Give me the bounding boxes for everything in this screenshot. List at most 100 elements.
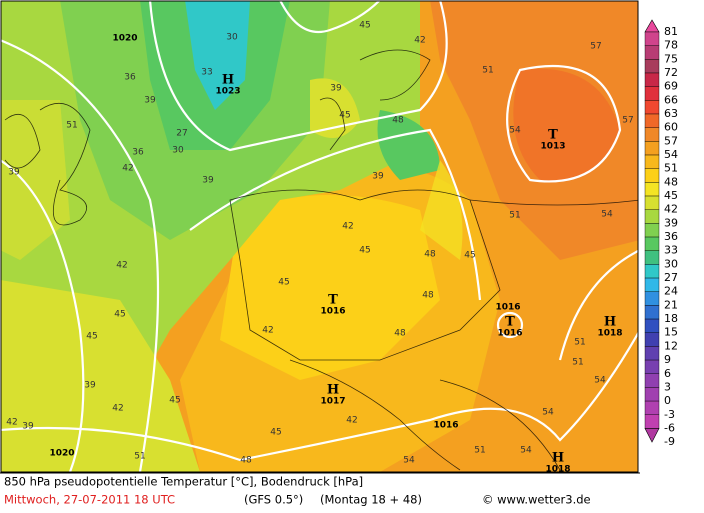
pressure-value: 1016	[320, 307, 345, 317]
isotherm-label: 54	[509, 126, 521, 136]
pressure-symbol: H	[604, 315, 616, 330]
pressure-value: 1016	[433, 421, 458, 431]
colorbar-swatch	[644, 346, 660, 361]
colorbar-swatch	[644, 318, 660, 333]
pressure-symbol: H	[552, 451, 564, 466]
colorbar-swatch	[644, 141, 660, 156]
colorbar-arrow	[644, 428, 660, 443]
colorbar-label: 18	[664, 312, 678, 325]
isotherm-label: 54	[601, 210, 613, 220]
isotherm-label: 48	[424, 250, 436, 260]
colorbar-label: 66	[664, 93, 678, 106]
isotherm-label: 42	[112, 404, 123, 414]
colorbar-label: 51	[664, 162, 678, 175]
isotherm-label: 39	[22, 422, 34, 432]
colorbar-swatch	[644, 72, 660, 87]
isotherm-label: 51	[572, 358, 583, 368]
colorbar-label: 0	[664, 394, 671, 407]
isotherm-label: 39	[144, 96, 156, 106]
colorbar-label: 6	[664, 367, 671, 380]
colorbar-swatch	[644, 195, 660, 210]
colorbar-swatch	[644, 154, 660, 169]
colorbar-swatch	[644, 277, 660, 292]
isotherm-label: 45	[169, 396, 180, 406]
isotherm-label: 54	[403, 456, 415, 466]
isotherm-label: 51	[574, 338, 585, 348]
colorbar-swatch	[644, 359, 660, 374]
isotherm-label: 48	[240, 456, 252, 466]
colorbar-label: 75	[664, 52, 678, 65]
colorbar-swatch	[644, 45, 660, 60]
pressure-value: 1018	[597, 329, 622, 339]
isotherm-label: 42	[346, 416, 357, 426]
pressure-value: 1016	[497, 329, 522, 339]
colorbar-label: 54	[664, 148, 678, 161]
colorbar-label: 21	[664, 298, 678, 311]
isotherm-label: 39	[84, 381, 96, 391]
isotherm-label: 51	[482, 66, 493, 76]
isotherm-label: 39	[202, 176, 214, 186]
isotherm-label: 42	[342, 222, 353, 232]
isotherm-label: 45	[114, 310, 125, 320]
colorbar-label: -9	[664, 435, 675, 448]
colorbar-swatch	[644, 100, 660, 115]
isotherm-label: 39	[372, 172, 384, 182]
colorbar-label: 63	[664, 107, 678, 120]
colorbar-label: 69	[664, 80, 678, 93]
isotherm-label: 54	[594, 376, 606, 386]
colorbar-label: 36	[664, 230, 678, 243]
colorbar-label: 81	[664, 25, 678, 38]
isotherm-label: 45	[339, 111, 350, 121]
pressure-value: 1018	[545, 465, 570, 475]
colorbar-swatch	[644, 86, 660, 101]
colorbar-swatch	[644, 291, 660, 306]
isotherm-label: 48	[392, 116, 404, 126]
colorbar-label: 45	[664, 189, 678, 202]
footer-model: (GFS 0.5°)	[244, 493, 303, 507]
colorbar-swatch	[644, 127, 660, 142]
map-field	[1, 1, 638, 472]
isotherm-label: 30	[172, 146, 184, 156]
isotherm-label: 57	[622, 116, 633, 126]
colorbar-swatch	[644, 332, 660, 347]
colorbar-swatch	[644, 209, 660, 224]
pressure-value: 1020	[112, 34, 137, 44]
footer-title: 850 hPa pseudopotentielle Temperatur [°C…	[4, 475, 363, 489]
isotherm-label: 54	[542, 408, 554, 418]
map-frame	[0, 0, 639, 473]
colorbar-label: 39	[664, 216, 678, 229]
colorbar-swatch	[644, 31, 660, 46]
isotherm-label: 30	[226, 33, 238, 43]
colorbar-label: 24	[664, 285, 678, 298]
colorbar-label: 30	[664, 257, 678, 270]
pressure-value: 1023	[215, 87, 240, 97]
isotherm-label: 45	[86, 332, 97, 342]
colorbar-label: 15	[664, 326, 678, 339]
isotherm-label: 57	[590, 42, 601, 52]
isotherm-label: 45	[278, 278, 289, 288]
colorbar-label: 27	[664, 271, 678, 284]
colorbar-swatch	[644, 387, 660, 402]
isotherm-label: 42	[122, 164, 133, 174]
isotherm-label: 27	[176, 129, 187, 139]
isotherm-label: 42	[116, 261, 127, 271]
colorbar-label: 42	[664, 203, 678, 216]
isotherm-label: 54	[520, 446, 532, 456]
colorbar-arrow	[644, 19, 660, 33]
isotherm-label: 51	[66, 121, 77, 131]
pressure-value: 1020	[49, 449, 74, 459]
colorbar-label: 3	[664, 380, 671, 393]
isotherm-label: 39	[330, 84, 342, 94]
colorbar-swatch	[644, 400, 660, 415]
isotherm-label: 51	[509, 211, 520, 221]
isotherm-label: 45	[359, 21, 370, 31]
isotherm-label: 42	[6, 418, 17, 428]
colorbar-label: 60	[664, 121, 678, 134]
colorbar-swatch	[644, 168, 660, 183]
pressure-symbol: H	[222, 73, 234, 88]
colorbar-label: 72	[664, 66, 678, 79]
colorbar-swatch	[644, 236, 660, 251]
colorbar-label: 48	[664, 175, 678, 188]
isotherm-label: 36	[124, 73, 136, 83]
